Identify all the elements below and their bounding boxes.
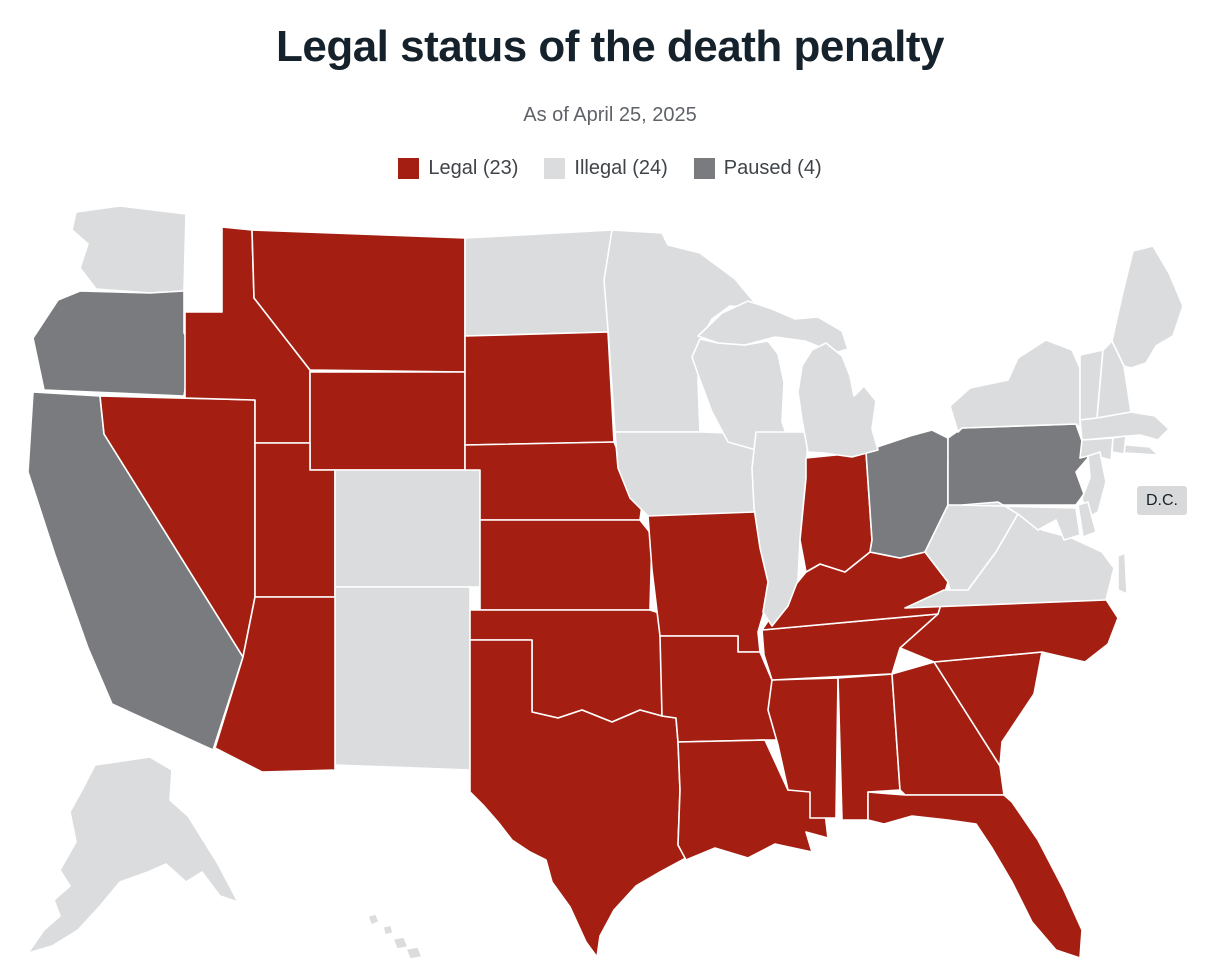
legend: Legal (23) Illegal (24) Paused (4) (0, 157, 1220, 180)
state-sd (464, 331, 615, 446)
state-or (32, 290, 193, 397)
state-me (1111, 245, 1184, 369)
state-pa (947, 423, 1089, 506)
state-nm (334, 586, 471, 771)
dc-label-chip: D.C. (1137, 486, 1187, 515)
state-nc (899, 597, 1119, 663)
legend-swatch-legal (398, 158, 420, 179)
chart-header: Legal status of the death penalty As of … (0, 0, 1220, 180)
legend-item-legal: Legal (23) (398, 157, 518, 180)
state-de (1077, 501, 1097, 538)
state-mn (603, 229, 761, 433)
state-ks (479, 519, 653, 611)
state-ak (27, 756, 239, 954)
state-wy (309, 371, 466, 471)
legend-swatch-paused (693, 158, 715, 179)
chart-subtitle: As of April 25, 2025 (523, 104, 697, 126)
state-fl (867, 791, 1083, 959)
state-in (799, 451, 873, 573)
state-co (334, 469, 481, 588)
state-mi (797, 342, 879, 458)
legend-label-legal: Legal (23) (428, 157, 519, 179)
legend-label-paused: Paused (4) (723, 157, 822, 179)
state-va (1117, 552, 1128, 595)
state-az (214, 596, 336, 773)
state-hi (382, 924, 394, 936)
legend-swatch-illegal (544, 158, 566, 179)
state-tx (469, 639, 687, 958)
state-hi (367, 913, 380, 926)
legend-label-illegal: Illegal (24) (574, 157, 668, 179)
state-ne (464, 441, 643, 521)
state-wa (71, 205, 187, 294)
chart-title: Legal status of the death penalty (275, 22, 945, 71)
state-mt (251, 229, 466, 373)
state-ri (1111, 435, 1127, 455)
state-hi (392, 936, 409, 950)
state-ny (949, 339, 1091, 439)
state-nh (1096, 340, 1132, 419)
state-ms (767, 677, 839, 819)
legend-item-paused: Paused (4) (693, 157, 822, 180)
state-mo (647, 511, 773, 653)
legend-item-illegal: Illegal (24) (544, 157, 668, 180)
state-hi (405, 946, 423, 960)
state-mi (697, 300, 849, 354)
dc-label: D.C. (1146, 491, 1178, 509)
state-md (961, 501, 1081, 541)
state-nd (464, 229, 613, 337)
